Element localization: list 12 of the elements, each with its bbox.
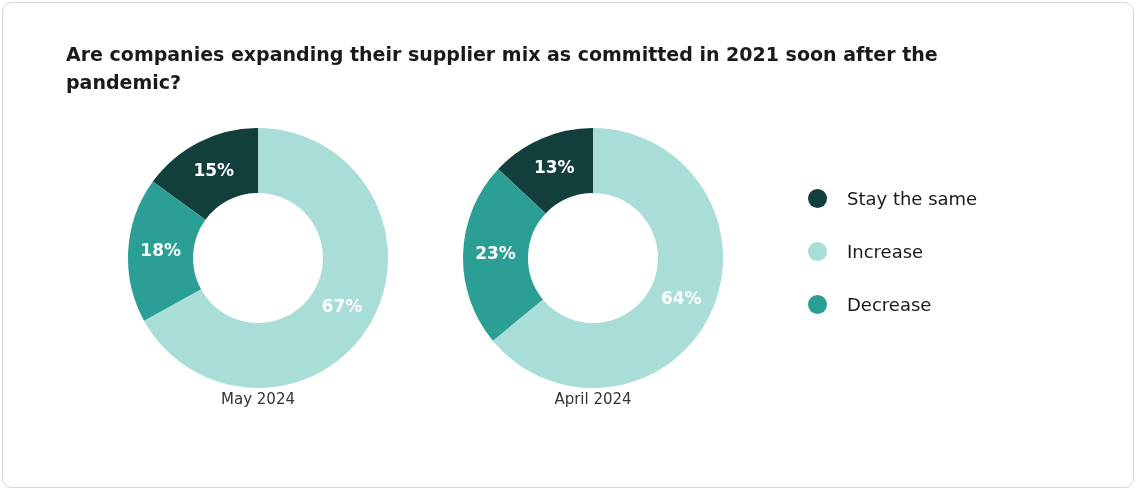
data-label: 18% (140, 240, 182, 261)
data-label: 15% (193, 159, 235, 180)
text: April 2024 (553, 390, 633, 408)
data-label: 23% (475, 243, 516, 264)
legend-label: Decrease (847, 294, 932, 315)
data-label: 64% (660, 287, 702, 308)
data-label: 13% (533, 156, 575, 177)
text: May 2024 (220, 390, 296, 408)
legend-label: Increase (847, 241, 924, 262)
legend-label: Stay the same (847, 188, 978, 209)
chart-title: Are companies expanding their supplier mix as committed in 2021 soon after the pandemic? (66, 42, 939, 95)
data-label: 67% (321, 296, 363, 317)
